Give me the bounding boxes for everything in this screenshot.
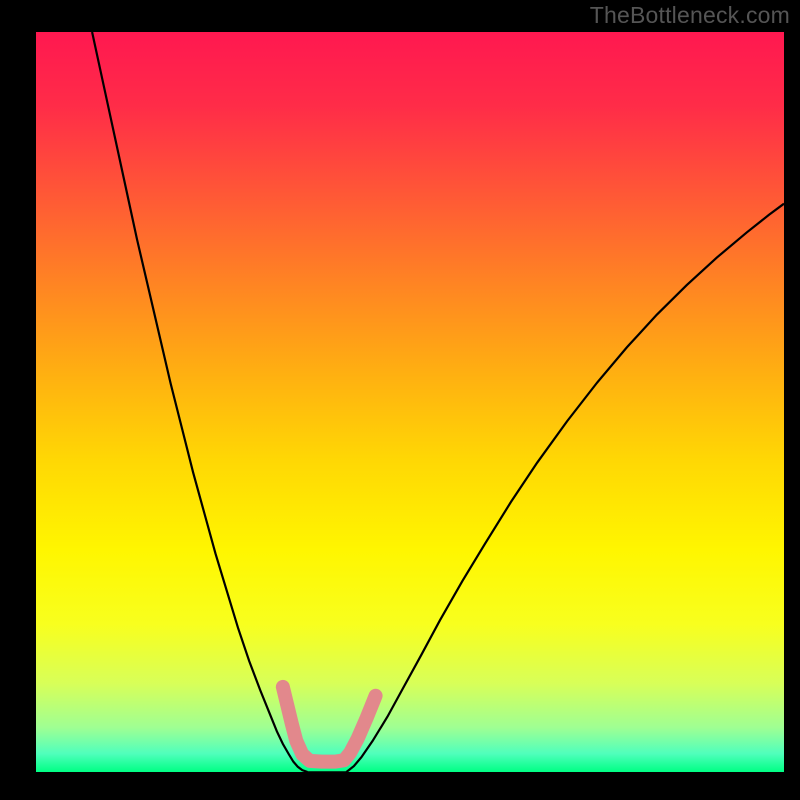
frame-bottom — [0, 772, 800, 800]
curve-left — [92, 32, 307, 772]
chart-svg — [36, 32, 784, 772]
frame-left — [0, 0, 36, 800]
frame-right — [784, 0, 800, 800]
curve-right — [346, 204, 784, 772]
watermark-text: TheBottleneck.com — [590, 2, 790, 29]
pink-highlight-band — [283, 687, 376, 762]
plot-area — [36, 32, 784, 772]
